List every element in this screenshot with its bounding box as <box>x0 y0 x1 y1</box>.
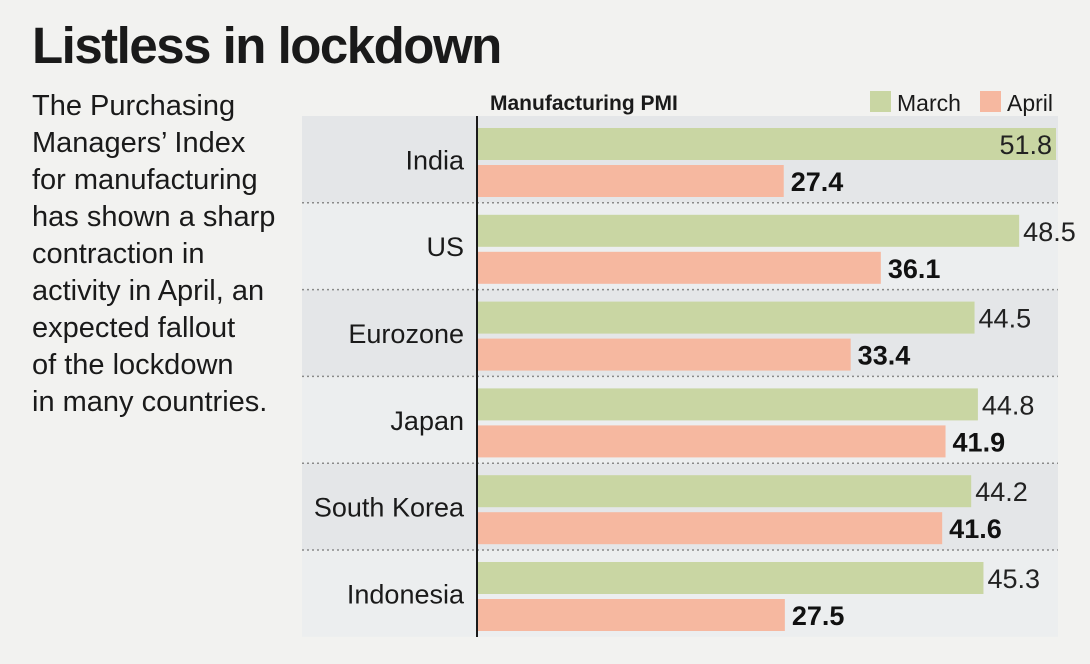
description-line-8: of the lockdown <box>32 349 234 381</box>
category-label-us: US <box>426 232 464 262</box>
bar-april-india <box>478 165 784 197</box>
category-label-eurozone: Eurozone <box>348 319 464 349</box>
category-label-japan: Japan <box>390 406 464 436</box>
chart-title: Manufacturing PMI <box>490 92 678 115</box>
value-label-march-india: 51.8 <box>999 130 1052 160</box>
bar-march-south-korea <box>478 475 972 508</box>
category-label-indonesia: Indonesia <box>347 579 465 609</box>
description-line-9: in many countries. <box>32 386 268 418</box>
bar-march-japan <box>478 388 978 421</box>
chart-description: The Purchasing Managers’ Index for manuf… <box>32 88 294 421</box>
bar-april-indonesia <box>478 599 785 631</box>
legend-swatch-march <box>870 91 891 112</box>
value-label-march-eurozone: 44.5 <box>979 304 1032 334</box>
bar-march-us <box>478 214 1020 247</box>
category-label-india: India <box>405 145 465 175</box>
legend-label-march: March <box>897 90 961 116</box>
value-label-march-indonesia: 45.3 <box>987 564 1040 594</box>
chart-headline: Listless in lockdown <box>32 17 502 74</box>
category-label-south-korea: South Korea <box>314 493 465 523</box>
legend-swatch-april <box>980 91 1001 112</box>
bar-march-indonesia <box>478 562 984 594</box>
legend-label-april: April <box>1007 90 1053 116</box>
description-line-1: The Purchasing <box>32 90 236 122</box>
description-line-3: for manufacturing <box>32 164 258 196</box>
bar-marks: 51.8 27.4 48.5 36.1 44.5 33.4 44.8 41.9 44.2 41.6… <box>478 128 1076 631</box>
bar-april-eurozone <box>478 338 851 371</box>
value-label-march-japan: 44.8 <box>982 390 1035 420</box>
bar-march-india <box>478 128 1056 160</box>
bar-march-eurozone <box>478 301 975 334</box>
value-label-april-japan: 41.9 <box>953 427 1006 457</box>
description-line-5: contraction in <box>32 238 205 270</box>
value-label-april-us: 36.1 <box>888 254 941 284</box>
value-label-april-eurozone: 33.4 <box>858 341 911 371</box>
bar-april-south-korea <box>478 512 943 545</box>
description-line-6: activity in April, an <box>32 275 265 307</box>
description-line-4: has shown a sharp <box>32 201 276 233</box>
value-label-april-india: 27.4 <box>791 167 844 197</box>
bar-april-japan <box>478 425 946 458</box>
description-line-2: Managers’ Index <box>32 127 246 159</box>
value-label-march-south-korea: 44.2 <box>975 477 1028 507</box>
description-line-7: expected fallout <box>32 312 236 344</box>
value-label-april-south-korea: 41.6 <box>949 514 1002 544</box>
value-label-march-us: 48.5 <box>1023 217 1076 247</box>
bar-april-us <box>478 251 881 284</box>
value-label-april-indonesia: 27.5 <box>792 601 845 631</box>
